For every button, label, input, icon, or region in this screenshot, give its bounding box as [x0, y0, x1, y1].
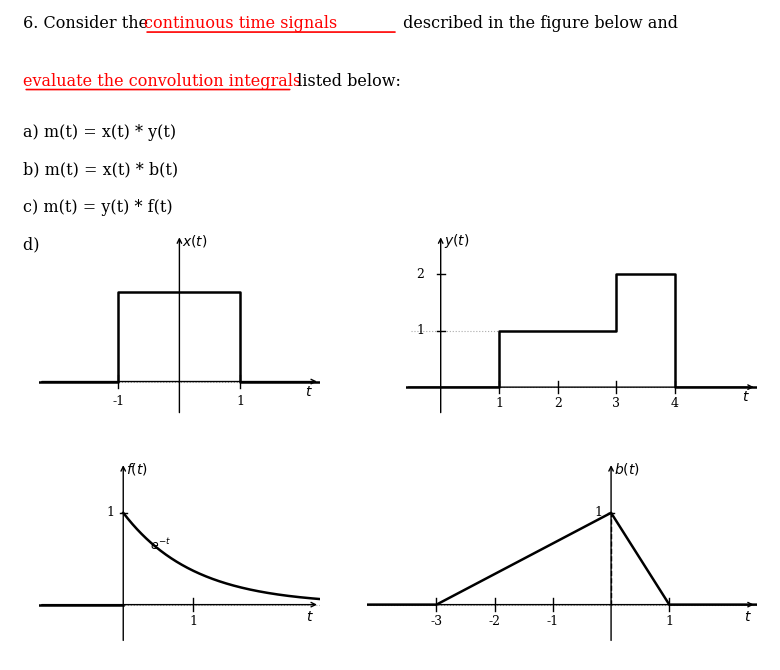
Text: $e^{-t}$: $e^{-t}$: [150, 537, 172, 553]
Text: described in the figure below and: described in the figure below and: [398, 15, 678, 32]
Text: 2: 2: [417, 267, 424, 281]
Text: -1: -1: [112, 395, 125, 408]
Text: $b(t)$: $b(t)$: [614, 461, 640, 477]
Text: $t$: $t$: [742, 390, 750, 404]
Text: d) m(t) = y(t) * b(t): d) m(t) = y(t) * b(t): [23, 237, 179, 253]
Text: $x(t)$: $x(t)$: [183, 232, 208, 249]
Text: -1: -1: [547, 615, 559, 628]
Text: -3: -3: [431, 615, 442, 628]
Text: 1: 1: [495, 397, 503, 411]
Text: 1: 1: [190, 615, 197, 628]
Text: a) m(t) = x(t) * y(t): a) m(t) = x(t) * y(t): [23, 124, 176, 141]
Text: b) m(t) = x(t) * b(t): b) m(t) = x(t) * b(t): [23, 161, 179, 178]
Text: 4: 4: [671, 397, 679, 411]
Text: c) m(t) = y(t) * f(t): c) m(t) = y(t) * f(t): [23, 199, 173, 216]
Text: $f(t)$: $f(t)$: [126, 461, 148, 477]
Text: 3: 3: [612, 397, 620, 411]
Text: $t$: $t$: [305, 385, 313, 399]
Text: 1: 1: [417, 324, 424, 337]
Text: 1: 1: [236, 395, 244, 408]
Text: listed below:: listed below:: [292, 73, 402, 90]
Text: continuous time signals: continuous time signals: [144, 15, 338, 32]
Text: 1: 1: [665, 615, 673, 628]
Text: 2: 2: [554, 397, 562, 411]
Text: 6. Consider the: 6. Consider the: [23, 15, 154, 32]
Text: 1: 1: [594, 507, 602, 519]
Text: $t$: $t$: [744, 610, 752, 624]
Text: $t$: $t$: [307, 610, 314, 624]
Text: evaluate the convolution integrals: evaluate the convolution integrals: [23, 73, 302, 90]
Text: $y(t)$: $y(t)$: [444, 232, 470, 250]
Text: 1: 1: [107, 507, 115, 519]
Text: -2: -2: [488, 615, 501, 628]
